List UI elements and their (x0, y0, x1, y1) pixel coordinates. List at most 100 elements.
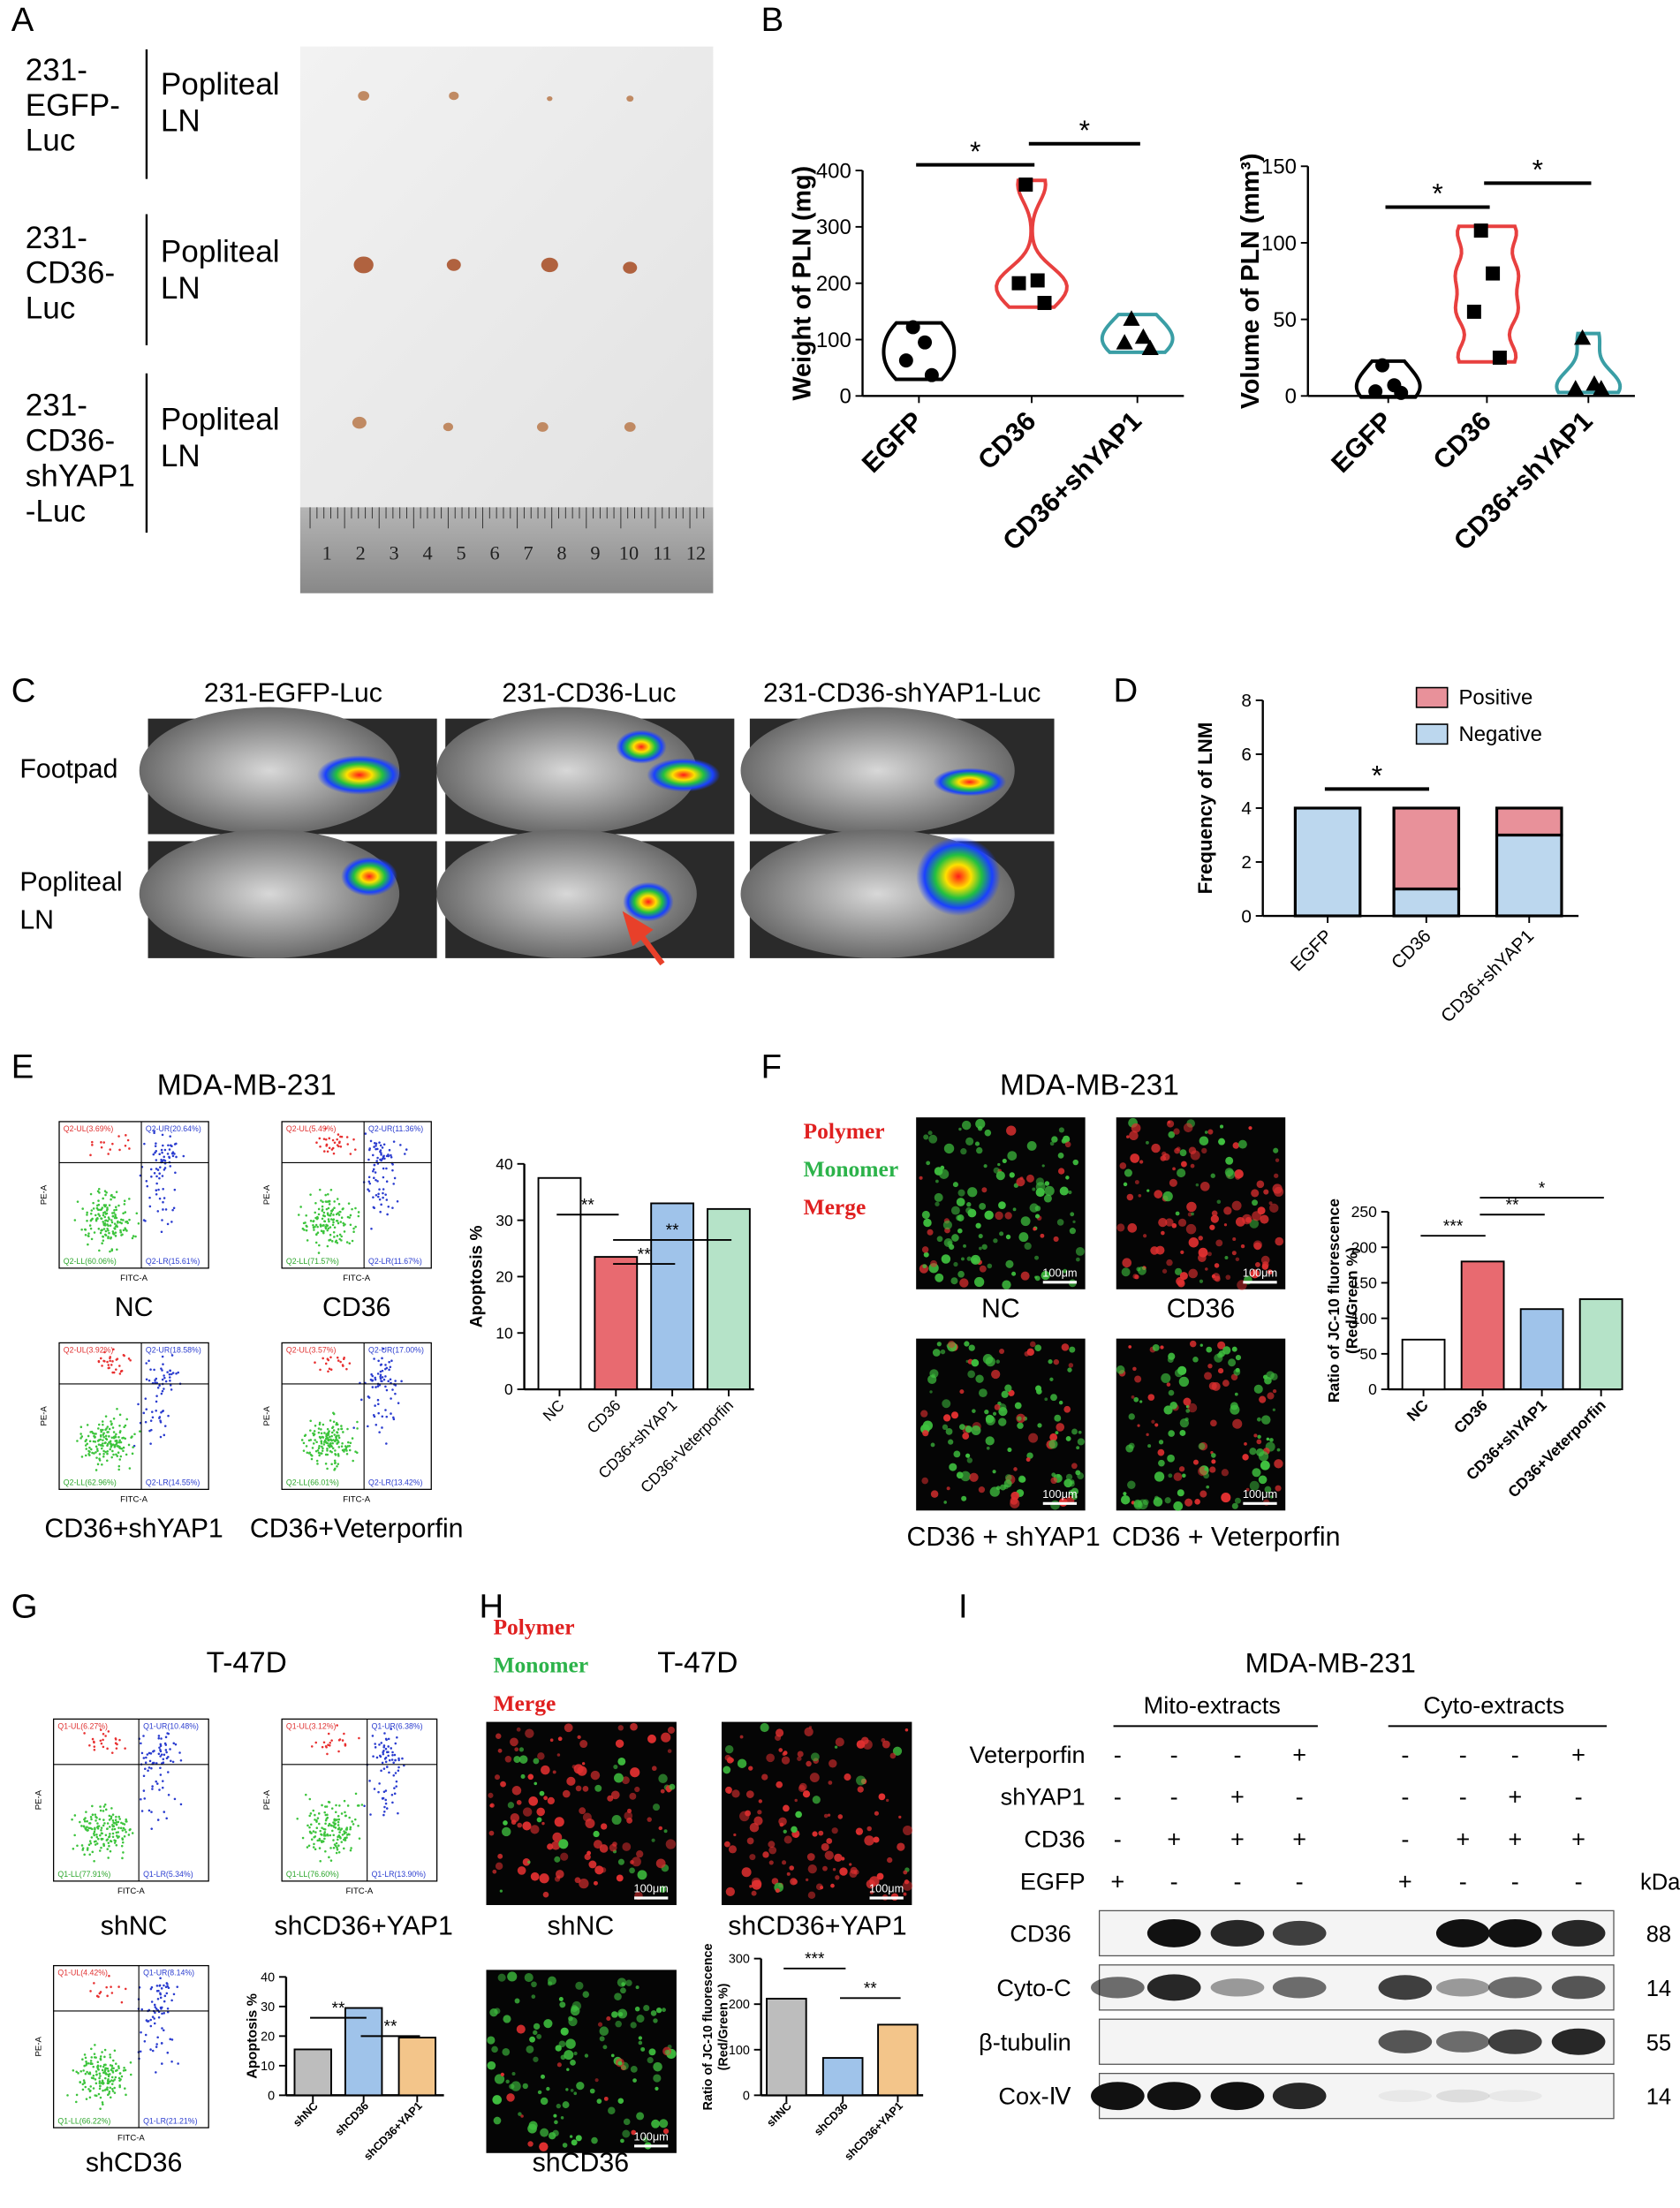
significance-label: *** (1443, 1217, 1464, 1236)
cell (1264, 1486, 1272, 1493)
event (367, 1396, 371, 1399)
event (179, 1758, 183, 1762)
event (337, 1818, 341, 1821)
event (107, 2069, 110, 2073)
event (367, 1180, 371, 1183)
event (87, 1232, 90, 1235)
cell (566, 2068, 570, 2071)
x-tick-label: CD36 (972, 406, 1041, 475)
event (165, 1751, 168, 1754)
event (302, 1441, 306, 1445)
event (382, 1191, 384, 1195)
event (113, 2078, 117, 2081)
event (317, 1431, 321, 1434)
cell (1034, 1344, 1042, 1352)
scale-label: 100μm (634, 1882, 669, 1895)
event (320, 1452, 322, 1455)
event (92, 1201, 95, 1205)
cell (807, 1864, 817, 1874)
event (173, 1153, 176, 1155)
cell (1161, 1230, 1165, 1236)
event (332, 1218, 336, 1221)
event (320, 1441, 323, 1445)
cell (1256, 1417, 1261, 1422)
cell (972, 1409, 976, 1413)
event (106, 1450, 110, 1453)
event (122, 1446, 125, 1449)
cell (932, 1349, 941, 1357)
cell (556, 1753, 561, 1757)
event (396, 1199, 399, 1203)
event (337, 1359, 340, 1362)
event (71, 1818, 73, 1821)
cell (808, 1726, 813, 1729)
event (99, 2084, 102, 2087)
lane-sign: - (1170, 1783, 1178, 1811)
lane-sign: - (1114, 1783, 1122, 1811)
cell (1263, 1189, 1269, 1195)
event (312, 1223, 314, 1227)
event (309, 1220, 313, 1222)
row-label: Popliteal (19, 867, 122, 896)
event (327, 1370, 329, 1373)
event (377, 1359, 380, 1363)
cell (922, 1264, 927, 1269)
cell (1253, 1433, 1258, 1438)
cell (1049, 1141, 1055, 1146)
event (102, 1824, 105, 1827)
panel-title: T-47D (207, 1647, 287, 1680)
lane-sign: + (1230, 1783, 1245, 1811)
event (370, 1227, 373, 1230)
event (326, 1447, 329, 1450)
event (109, 2056, 112, 2059)
cell (741, 1867, 752, 1878)
event (368, 1147, 371, 1150)
significance-label: * (1079, 114, 1090, 146)
band (1435, 1918, 1490, 1947)
scale-label: 100μm (1042, 1266, 1077, 1279)
cell (655, 1858, 666, 1869)
event (354, 1792, 358, 1796)
x-tick-label: CD36+shYAP1 (1437, 926, 1538, 1026)
event (387, 1205, 390, 1208)
y-tick-label: 300 (729, 1953, 750, 1967)
cell (1044, 1185, 1055, 1197)
event (117, 1135, 120, 1138)
cell (601, 1867, 607, 1873)
event (314, 1819, 316, 1821)
event (76, 1844, 79, 1848)
event (306, 1824, 309, 1827)
event (87, 1453, 90, 1456)
event (344, 1744, 347, 1747)
cell (1187, 1403, 1198, 1413)
event (113, 1827, 117, 1831)
axis-label: PE-A (34, 1789, 43, 1810)
cell (762, 1851, 769, 1858)
cell (926, 1161, 931, 1166)
point (1492, 350, 1507, 365)
event (327, 1824, 330, 1827)
cell (1125, 1444, 1134, 1453)
cell (947, 1340, 956, 1349)
event (102, 1235, 104, 1238)
cell (1145, 1140, 1149, 1145)
cell (1198, 1253, 1207, 1263)
event (109, 2096, 112, 2098)
event (159, 1766, 162, 1770)
event (334, 1452, 337, 1456)
cell (653, 1803, 661, 1811)
event (112, 1431, 116, 1433)
cell (1116, 1365, 1125, 1374)
cell (565, 2038, 576, 2049)
cell (751, 1877, 761, 1887)
event (98, 1453, 102, 1456)
event (93, 1433, 95, 1435)
lane-sign: + (1292, 1826, 1306, 1853)
cell (531, 1994, 536, 2000)
event (101, 1365, 103, 1367)
event (348, 1216, 351, 1219)
cell (640, 2046, 646, 2052)
event (140, 1751, 144, 1755)
cell (1272, 1388, 1277, 1394)
event (161, 2062, 163, 2065)
